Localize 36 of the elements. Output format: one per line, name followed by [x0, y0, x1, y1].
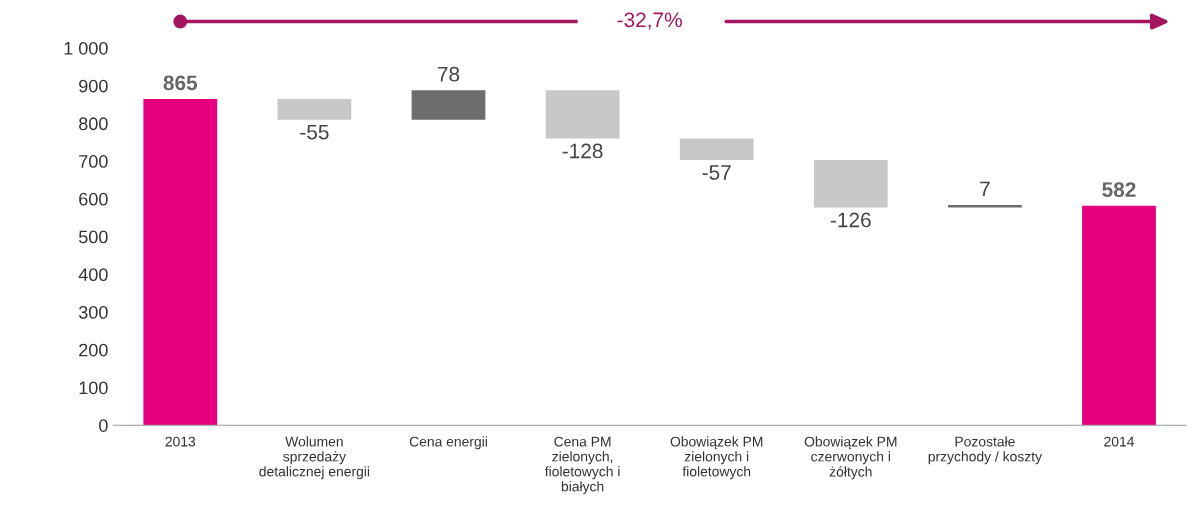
x-tick-label: 2013: [165, 436, 196, 447]
bar: [411, 90, 486, 120]
data-label: -126: [830, 212, 871, 228]
y-tick-label: 600: [79, 192, 108, 206]
data-label: 865: [163, 75, 198, 91]
bar: [143, 98, 218, 426]
y-tick-label: 400: [78, 268, 108, 282]
y-tick-label: 800: [79, 117, 108, 131]
y-tick-label: 300: [78, 305, 108, 319]
x-tick-label: Cena energii: [409, 436, 487, 450]
data-label: -57: [702, 165, 731, 180]
y-tick-label: 0: [99, 419, 108, 432]
x-tick-label: Wolumen sprzedaży detalicznej energii: [259, 436, 370, 480]
bar: [545, 90, 620, 139]
y-tick-label: 1 000: [64, 41, 108, 55]
y-tick-label: 200: [79, 343, 108, 357]
x-tick-label: Pozostałe przychody / koszty: [928, 436, 1042, 465]
y-tick-label: 500: [78, 230, 108, 244]
data-label: 7: [980, 181, 990, 197]
x-tick-label: Cena PM zielonych, fioletowych i białych: [544, 436, 620, 495]
text: -32,7%: [617, 12, 682, 30]
data-label: -128: [562, 143, 603, 159]
y-tick-label: 100: [79, 381, 108, 395]
data-label: 78: [437, 66, 460, 82]
x-tick-label: 2014: [1104, 436, 1135, 447]
y-tick-label: 900: [79, 79, 108, 93]
data-label: 582: [1102, 182, 1136, 198]
bar: [1082, 205, 1156, 426]
data-label: -55: [300, 124, 329, 140]
bar: [277, 98, 352, 120]
bar: [679, 138, 754, 161]
y-tick-label: 700: [79, 155, 108, 168]
bar: [813, 160, 888, 208]
x-tick-label: Obowiązek PM czerwonych i żółtych: [804, 436, 897, 480]
x-tick-label: Obowiązek PM zielonych i fioletowych: [670, 436, 763, 480]
bar: [948, 204, 1022, 208]
